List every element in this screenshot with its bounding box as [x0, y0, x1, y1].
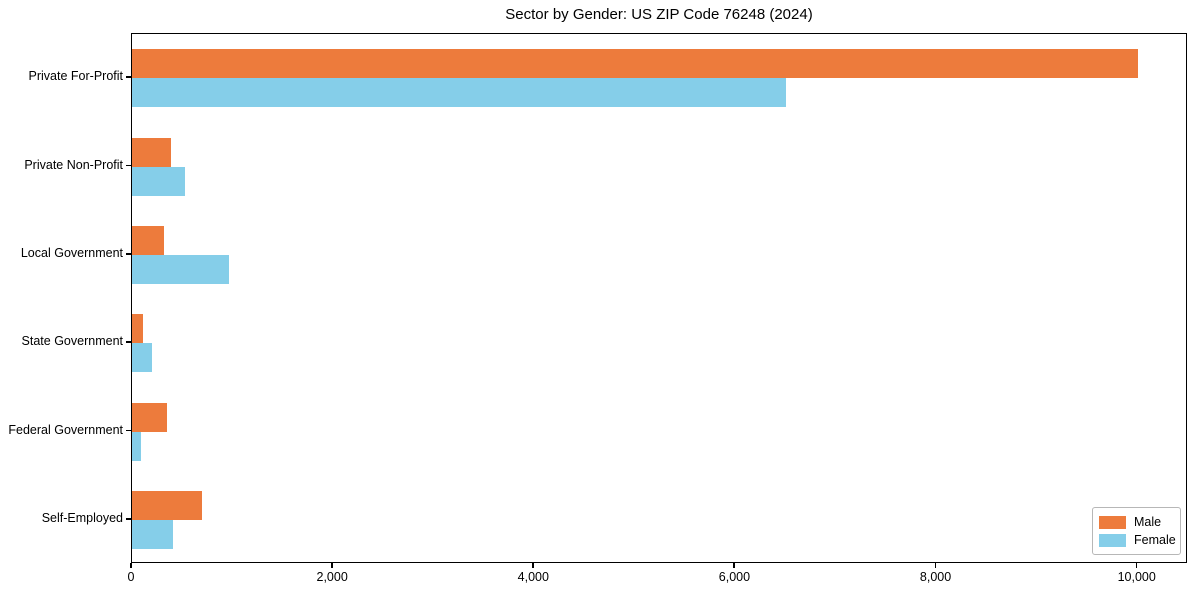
x-tick-mark: [130, 563, 132, 568]
y-tick-mark: [126, 429, 131, 432]
y-axis-label-state-government: State Government: [21, 334, 123, 349]
x-tick-label: 6,000: [718, 570, 751, 584]
x-tick-label: 10,000: [1117, 570, 1156, 584]
bar-female-self-employed: [132, 519, 174, 549]
y-tick-mark: [126, 341, 131, 343]
bar-male-local-government: [132, 225, 165, 255]
legend: Male Female: [1092, 507, 1181, 555]
x-tick-label: 2,000: [316, 570, 348, 584]
bar-male-federal-government: [132, 402, 168, 432]
bar-male-state-government: [132, 314, 144, 344]
y-tick-mark: [126, 517, 131, 520]
bar-female-private-non-profit: [132, 166, 186, 196]
x-tick-mark: [331, 563, 333, 568]
x-tick-mark: [1135, 563, 1138, 568]
x-tick-mark: [532, 563, 534, 568]
bar-male-private-non-profit: [132, 137, 172, 167]
legend-swatch-male: [1099, 515, 1126, 529]
y-tick-mark: [126, 252, 131, 255]
plot-area: [131, 33, 1187, 563]
x-tick-label: 4,000: [517, 570, 549, 584]
bar-female-federal-government: [132, 431, 142, 461]
legend-label-female: Female: [1134, 533, 1176, 547]
y-axis-label-private-non-profit: Private Non-Profit: [24, 157, 123, 172]
x-tick-mark: [934, 563, 937, 568]
y-tick-mark: [126, 76, 131, 78]
chart-title: Sector by Gender: US ZIP Code 76248 (202…: [505, 6, 813, 23]
legend-swatch-female: [1099, 533, 1126, 547]
y-axis-label-self-employed: Self-Employed: [41, 510, 123, 525]
bar-female-private-for-profit: [132, 78, 786, 108]
x-tick-label: 0: [127, 570, 135, 584]
y-axis-label-local-government: Local Government: [20, 245, 123, 260]
bar-male-private-for-profit: [132, 49, 1138, 79]
y-tick-mark: [126, 164, 131, 167]
bar-female-local-government: [132, 254, 229, 284]
bar-female-state-government: [132, 343, 153, 373]
bar-male-self-employed: [132, 490, 203, 520]
x-tick-label: 8,000: [919, 570, 952, 584]
x-tick-mark: [733, 563, 736, 568]
legend-label-male: Male: [1134, 515, 1162, 529]
legend-entry-female: Female: [1099, 531, 1176, 549]
y-axis-label-federal-government: Federal Government: [8, 422, 123, 437]
legend-entry-male: Male: [1099, 513, 1173, 531]
y-axis-label-private-for-profit: Private For-Profit: [28, 69, 123, 84]
